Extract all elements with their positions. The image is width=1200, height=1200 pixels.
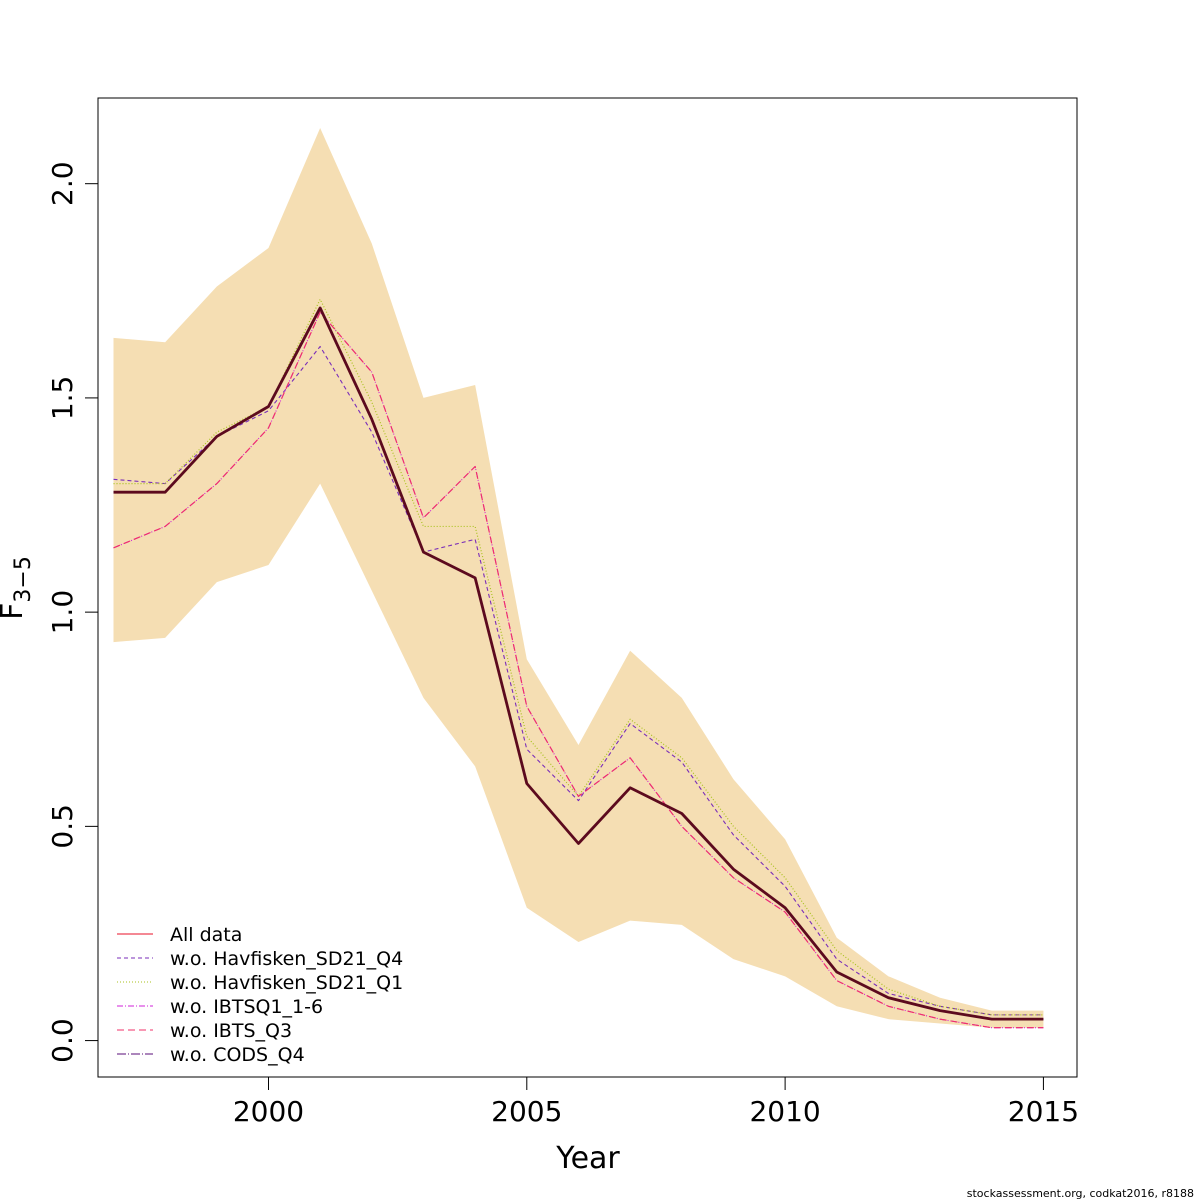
y-axis: 0.0 0.5 1.0 1.5 2.0 — [46, 161, 99, 1063]
y-tick-label: 1.0 — [46, 590, 79, 635]
x-tick-label: 2005 — [491, 1095, 562, 1128]
legend-label: All data — [170, 924, 242, 946]
legend-label: w.o. IBTS_Q3 — [170, 1020, 292, 1042]
x-axis-title: Year — [555, 1141, 620, 1176]
series-line-w-o-havfisken-sd21-q4 — [113, 345, 1044, 1016]
y-axis-title: F3−5 — [0, 556, 36, 620]
series-line-all-data — [113, 306, 1044, 1021]
confidence-band — [113, 127, 1044, 1028]
series-layer — [113, 298, 1044, 1029]
x-tick-label: 2000 — [233, 1095, 304, 1128]
y-axis-title-main: F — [0, 603, 30, 620]
legend-label: w.o. CODS_Q4 — [170, 1044, 305, 1066]
x-axis: 2000 2005 2010 2015 — [233, 1076, 1079, 1128]
confidence-band-layer — [113, 127, 1044, 1028]
x-tick-label: 2015 — [1008, 1095, 1079, 1128]
y-tick-label: 1.5 — [46, 376, 79, 421]
y-tick-label: 0.5 — [46, 804, 79, 849]
y-tick-label: 2.0 — [46, 161, 79, 206]
legend-label: w.o. Havfisken_SD21_Q4 — [170, 948, 403, 970]
footer-credit: stockassessment.org, codkat2016, r8188 — [967, 1187, 1194, 1200]
y-tick-label: 0.0 — [46, 1018, 79, 1063]
legend-label: w.o. IBTSQ1_1-6 — [170, 996, 323, 1018]
svg-text:F3−5: F3−5 — [0, 556, 36, 620]
x-tick-label: 2010 — [749, 1095, 820, 1128]
legend-label: w.o. Havfisken_SD21_Q1 — [170, 972, 403, 994]
series-line-w-o-ibts-q3 — [113, 311, 1044, 1029]
y-axis-title-subscript: 3−5 — [11, 556, 36, 602]
